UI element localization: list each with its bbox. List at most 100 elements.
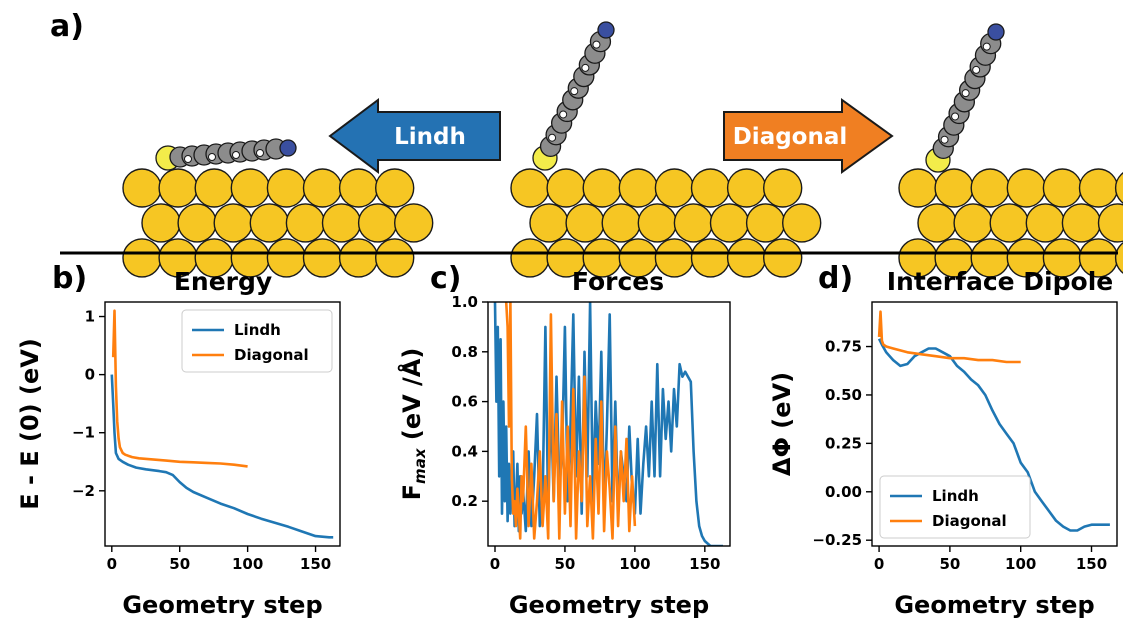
plot-frame <box>487 301 731 547</box>
legend-box <box>181 309 333 373</box>
hydrogen-atom <box>972 65 981 74</box>
y-tick-label: 0.4 <box>451 442 478 460</box>
gold-atom <box>726 168 767 208</box>
panel-a-label: a) <box>50 9 84 44</box>
gold-atom <box>673 203 714 243</box>
x-tick-label: 0 <box>874 555 884 573</box>
gold-atom <box>745 203 786 243</box>
hydrogen-atom <box>559 110 568 119</box>
nitrogen-atom <box>987 23 1005 41</box>
gold-atom <box>989 203 1029 243</box>
plot-frame <box>871 301 1118 547</box>
gold-atom <box>177 203 217 243</box>
hydrogen-atom <box>256 149 264 157</box>
gold-atom <box>917 203 957 243</box>
hydrogen-atom <box>208 153 216 161</box>
legend-box <box>879 475 1031 539</box>
x-tick-label: 50 <box>939 555 960 573</box>
y-tick-label: 1.0 <box>451 293 478 311</box>
gold-atom <box>510 238 550 278</box>
panel-a: a) Lindh Diagonal <box>50 9 1123 278</box>
x-axis-label: Geometry step <box>894 591 1094 618</box>
x-tick-label: 100 <box>232 555 263 573</box>
lindh-arrow-shape <box>328 98 501 174</box>
y-tick-label: 0.2 <box>451 492 478 510</box>
gold-atom <box>357 203 398 243</box>
gold-atom <box>510 168 550 208</box>
gold-atom <box>546 168 586 208</box>
gold-atom <box>970 168 1010 208</box>
y-tick-label: −2 <box>72 482 95 500</box>
gold-slab-center <box>510 168 822 278</box>
legend-label-diagonal: Diagonal <box>932 512 1007 530</box>
gold-atom <box>321 203 362 243</box>
x-tick-label: 150 <box>300 555 331 573</box>
gold-atom <box>618 168 658 208</box>
plot-frame <box>104 301 341 547</box>
gold-atom <box>763 238 803 278</box>
y-tick-label: 0 <box>85 366 95 384</box>
hydrogen-atom <box>232 151 240 159</box>
hydrogen-atom <box>581 63 590 72</box>
panel-label: b) <box>52 261 87 296</box>
lindh-arrow: Lindh <box>328 98 501 174</box>
chart-title: Interface Dipole <box>887 267 1113 296</box>
gold-atom <box>654 168 695 208</box>
gold-atom <box>1114 242 1123 274</box>
x-axis-label: Geometry step <box>122 591 322 618</box>
nitrogen-atom <box>597 21 615 39</box>
gold-atom <box>122 238 162 278</box>
gold-slab-right <box>898 168 1123 278</box>
y-axis-label: ΔΦ (eV) <box>768 372 796 476</box>
diagonal-arrow-label: Diagonal <box>733 124 848 150</box>
gold-atom <box>898 168 938 208</box>
gold-atom <box>1006 168 1047 208</box>
y-tick-label: 0.75 <box>825 338 862 356</box>
gold-atom <box>338 238 379 278</box>
gold-atom <box>230 168 271 208</box>
diagonal-arrow-shape <box>723 98 894 174</box>
chart-energy: b) Energy 0 50 100 150 −2 −1 0 1 Geometry step E - … <box>16 261 341 618</box>
gold-atom <box>690 168 731 208</box>
gold-atom <box>375 168 415 208</box>
gold-atom <box>158 168 198 208</box>
series-line-lindh <box>110 374 334 539</box>
gold-atom <box>213 203 253 243</box>
hydrogen-atom <box>548 133 557 142</box>
x-axis-label: Geometry step <box>509 591 709 618</box>
chart-title: Forces <box>572 267 664 296</box>
charts: b) Energy 0 50 100 150 −2 −1 0 1 Geometry step E - … <box>16 261 1118 618</box>
molecule-flat <box>155 138 297 171</box>
series-line-diagonal <box>877 310 1021 364</box>
hydrogen-atom <box>184 155 192 163</box>
gold-atom <box>338 168 379 208</box>
chart-title: Energy <box>174 267 272 296</box>
lindh-arrow-label: Lindh <box>394 124 466 150</box>
panel-label: c) <box>430 261 462 296</box>
gold-atom <box>953 203 993 243</box>
gold-atom <box>141 203 181 243</box>
hydrogen-atom <box>592 40 601 49</box>
series-line-diagonal <box>111 309 248 468</box>
y-tick-label: −1 <box>72 424 95 442</box>
series-line-lindh <box>877 338 1110 532</box>
gold-atom <box>1097 203 1123 243</box>
legend-label-lindh: Lindh <box>234 321 281 339</box>
gold-atom <box>934 168 974 208</box>
gold-atom <box>1025 203 1066 243</box>
y-tick-label: 0.50 <box>825 386 862 404</box>
gold-atom <box>709 203 750 243</box>
x-tick-label: 150 <box>1076 555 1107 573</box>
gold-atom <box>266 238 307 278</box>
gold-atom <box>726 238 767 278</box>
x-tick-label: 100 <box>1005 555 1036 573</box>
hydrogen-atom <box>982 42 991 51</box>
gold-atom <box>302 168 343 208</box>
x-tick-label: 150 <box>689 555 720 573</box>
panel-label: d) <box>818 261 853 296</box>
x-tick-label: 50 <box>169 555 190 573</box>
y-axis-label: E - E (0) (eV) <box>16 338 44 510</box>
gold-slab-left <box>122 168 434 278</box>
hydrogen-atom <box>570 87 579 96</box>
